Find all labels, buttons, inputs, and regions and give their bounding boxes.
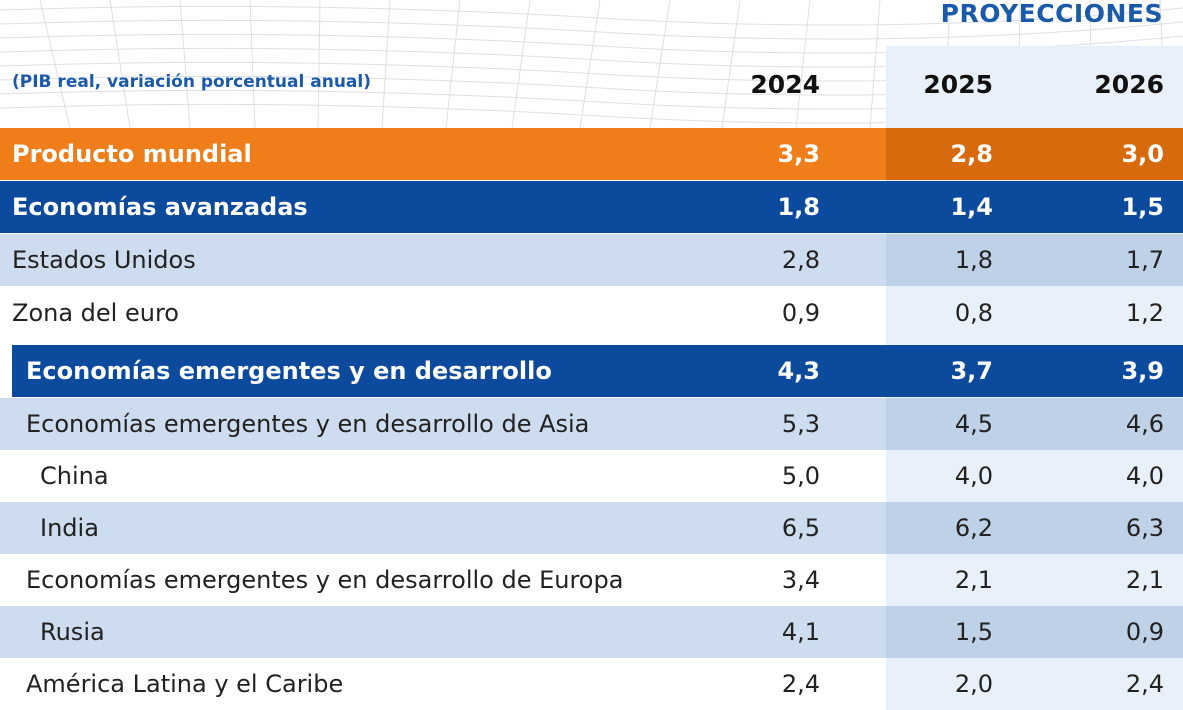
value-cell-2026: 1,2	[1125, 299, 1164, 327]
value-cell-2024: 2,8	[781, 246, 820, 274]
row-label: Economías emergentes y en desarrollo	[26, 357, 552, 385]
value-cell-2024: 0,9	[781, 299, 820, 327]
value-cell-2024: 4,1	[781, 618, 820, 646]
value-cell-2026: 4,0	[1125, 462, 1164, 490]
row-label: India	[40, 514, 99, 542]
projection-cell-shade	[886, 658, 1183, 710]
table-row: Economías avanzadas 1,8 1,4 1,5	[0, 181, 1183, 233]
table-row: América Latina y el Caribe 2,4 2,0 2,4	[0, 658, 1183, 710]
row-label: Economías emergentes y en desarrollo de …	[26, 410, 590, 438]
value-cell-2025: 1,4	[950, 193, 993, 221]
table-row: Economías emergentes y en desarrollo de …	[0, 398, 1183, 450]
value-cell-2025: 4,0	[954, 462, 993, 490]
value-cell-2024: 1,8	[777, 193, 820, 221]
row-label: Zona del euro	[12, 299, 179, 327]
year-header-2026: 2026	[1094, 70, 1164, 99]
row-label: Estados Unidos	[12, 246, 196, 274]
value-cell-2025: 6,2	[954, 514, 993, 542]
projection-cell-shade	[886, 554, 1183, 606]
value-cell-2024: 2,4	[781, 670, 820, 698]
row-label: Rusia	[40, 618, 105, 646]
table-row: Estados Unidos 2,8 1,8 1,7	[0, 234, 1183, 286]
year-header-2025: 2025	[923, 70, 993, 99]
value-cell-2026: 0,9	[1125, 618, 1164, 646]
table-row: Economías emergentes y en desarrollo de …	[0, 554, 1183, 606]
value-cell-2024: 5,0	[781, 462, 820, 490]
value-cell-2025: 3,7	[950, 357, 993, 385]
table-row: Economías emergentes y en desarrollo 4,3 3…	[12, 345, 1183, 397]
projection-cell-shade	[886, 234, 1183, 286]
table-row: China 5,0 4,0 4,0	[0, 450, 1183, 502]
projection-cell-shade	[886, 345, 1183, 397]
projection-cell-shade	[886, 398, 1183, 450]
projection-cell-shade	[886, 606, 1183, 658]
row-label: China	[40, 462, 109, 490]
table-row: Rusia 4,1 1,5 0,9	[0, 606, 1183, 658]
row-label: Producto mundial	[12, 140, 252, 168]
value-cell-2026: 6,3	[1125, 514, 1164, 542]
value-cell-2024: 3,3	[777, 140, 820, 168]
table-row: Zona del euro 0,9 0,8 1,2	[0, 287, 1183, 339]
value-cell-2026: 3,0	[1121, 140, 1164, 168]
row-label: Economías avanzadas	[12, 193, 308, 221]
table-subtitle: (PIB real, variación porcentual anual)	[12, 72, 371, 92]
projection-cell-shade	[886, 287, 1183, 339]
projections-header: PROYECCIONES	[940, 0, 1163, 28]
value-cell-2026: 4,6	[1125, 410, 1164, 438]
year-header-2024: 2024	[750, 70, 820, 99]
row-label: Economías emergentes y en desarrollo de …	[26, 566, 624, 594]
value-cell-2025: 0,8	[954, 299, 993, 327]
value-cell-2026: 2,4	[1125, 670, 1164, 698]
value-cell-2024: 4,3	[777, 357, 820, 385]
value-cell-2024: 5,3	[781, 410, 820, 438]
projection-cell-shade	[886, 502, 1183, 554]
value-cell-2025: 4,5	[954, 410, 993, 438]
value-cell-2025: 2,8	[950, 140, 993, 168]
value-cell-2025: 1,8	[954, 246, 993, 274]
projection-cell-shade	[886, 128, 1183, 180]
table-row: Producto mundial 3,3 2,8 3,0	[0, 128, 1183, 180]
row-label: América Latina y el Caribe	[26, 670, 344, 698]
value-cell-2024: 6,5	[781, 514, 820, 542]
value-cell-2025: 1,5	[954, 618, 993, 646]
value-cell-2026: 3,9	[1121, 357, 1164, 385]
value-cell-2024: 3,4	[781, 566, 820, 594]
value-cell-2026: 1,5	[1121, 193, 1164, 221]
value-cell-2025: 2,0	[954, 670, 993, 698]
projection-cell-shade	[886, 450, 1183, 502]
table-row: India 6,5 6,2 6,3	[0, 502, 1183, 554]
value-cell-2025: 2,1	[954, 566, 993, 594]
value-cell-2026: 1,7	[1125, 246, 1164, 274]
value-cell-2026: 2,1	[1125, 566, 1164, 594]
background-mesh-graphic	[0, 0, 1183, 128]
projection-cell-shade	[886, 181, 1183, 233]
